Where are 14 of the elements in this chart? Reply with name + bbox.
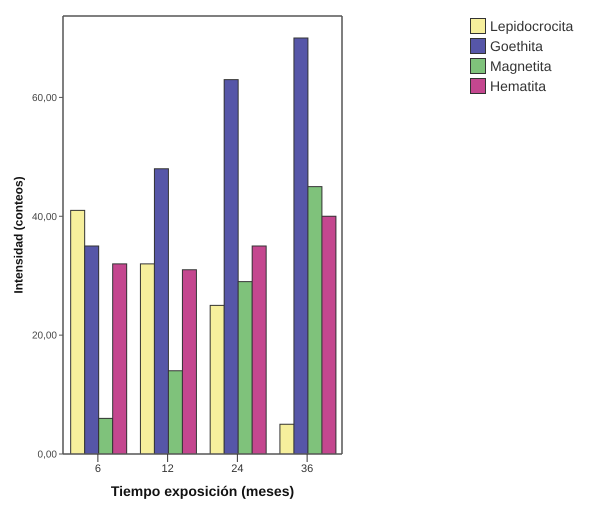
- y-tick-label: 20,00: [32, 330, 58, 342]
- y-axis-title: Intensidad (conteos): [11, 176, 26, 294]
- x-tick-label: 36: [301, 462, 314, 475]
- y-tick-label: 60,00: [32, 92, 58, 104]
- x-tick-label: 12: [162, 462, 174, 475]
- legend-label: Hematita: [490, 78, 546, 94]
- legend-label: Lepidocrocita: [490, 18, 574, 34]
- legend-label: Goethita: [490, 38, 543, 54]
- y-tick-label: 40,00: [32, 212, 58, 223]
- y-tick-label: 0,00: [38, 450, 58, 461]
- x-tick-label: 24: [231, 462, 244, 475]
- x-tick-label: 6: [94, 462, 101, 475]
- legend-label: Magnetita: [490, 58, 552, 74]
- x-axis-title: Tiempo exposición (meses): [110, 483, 294, 499]
